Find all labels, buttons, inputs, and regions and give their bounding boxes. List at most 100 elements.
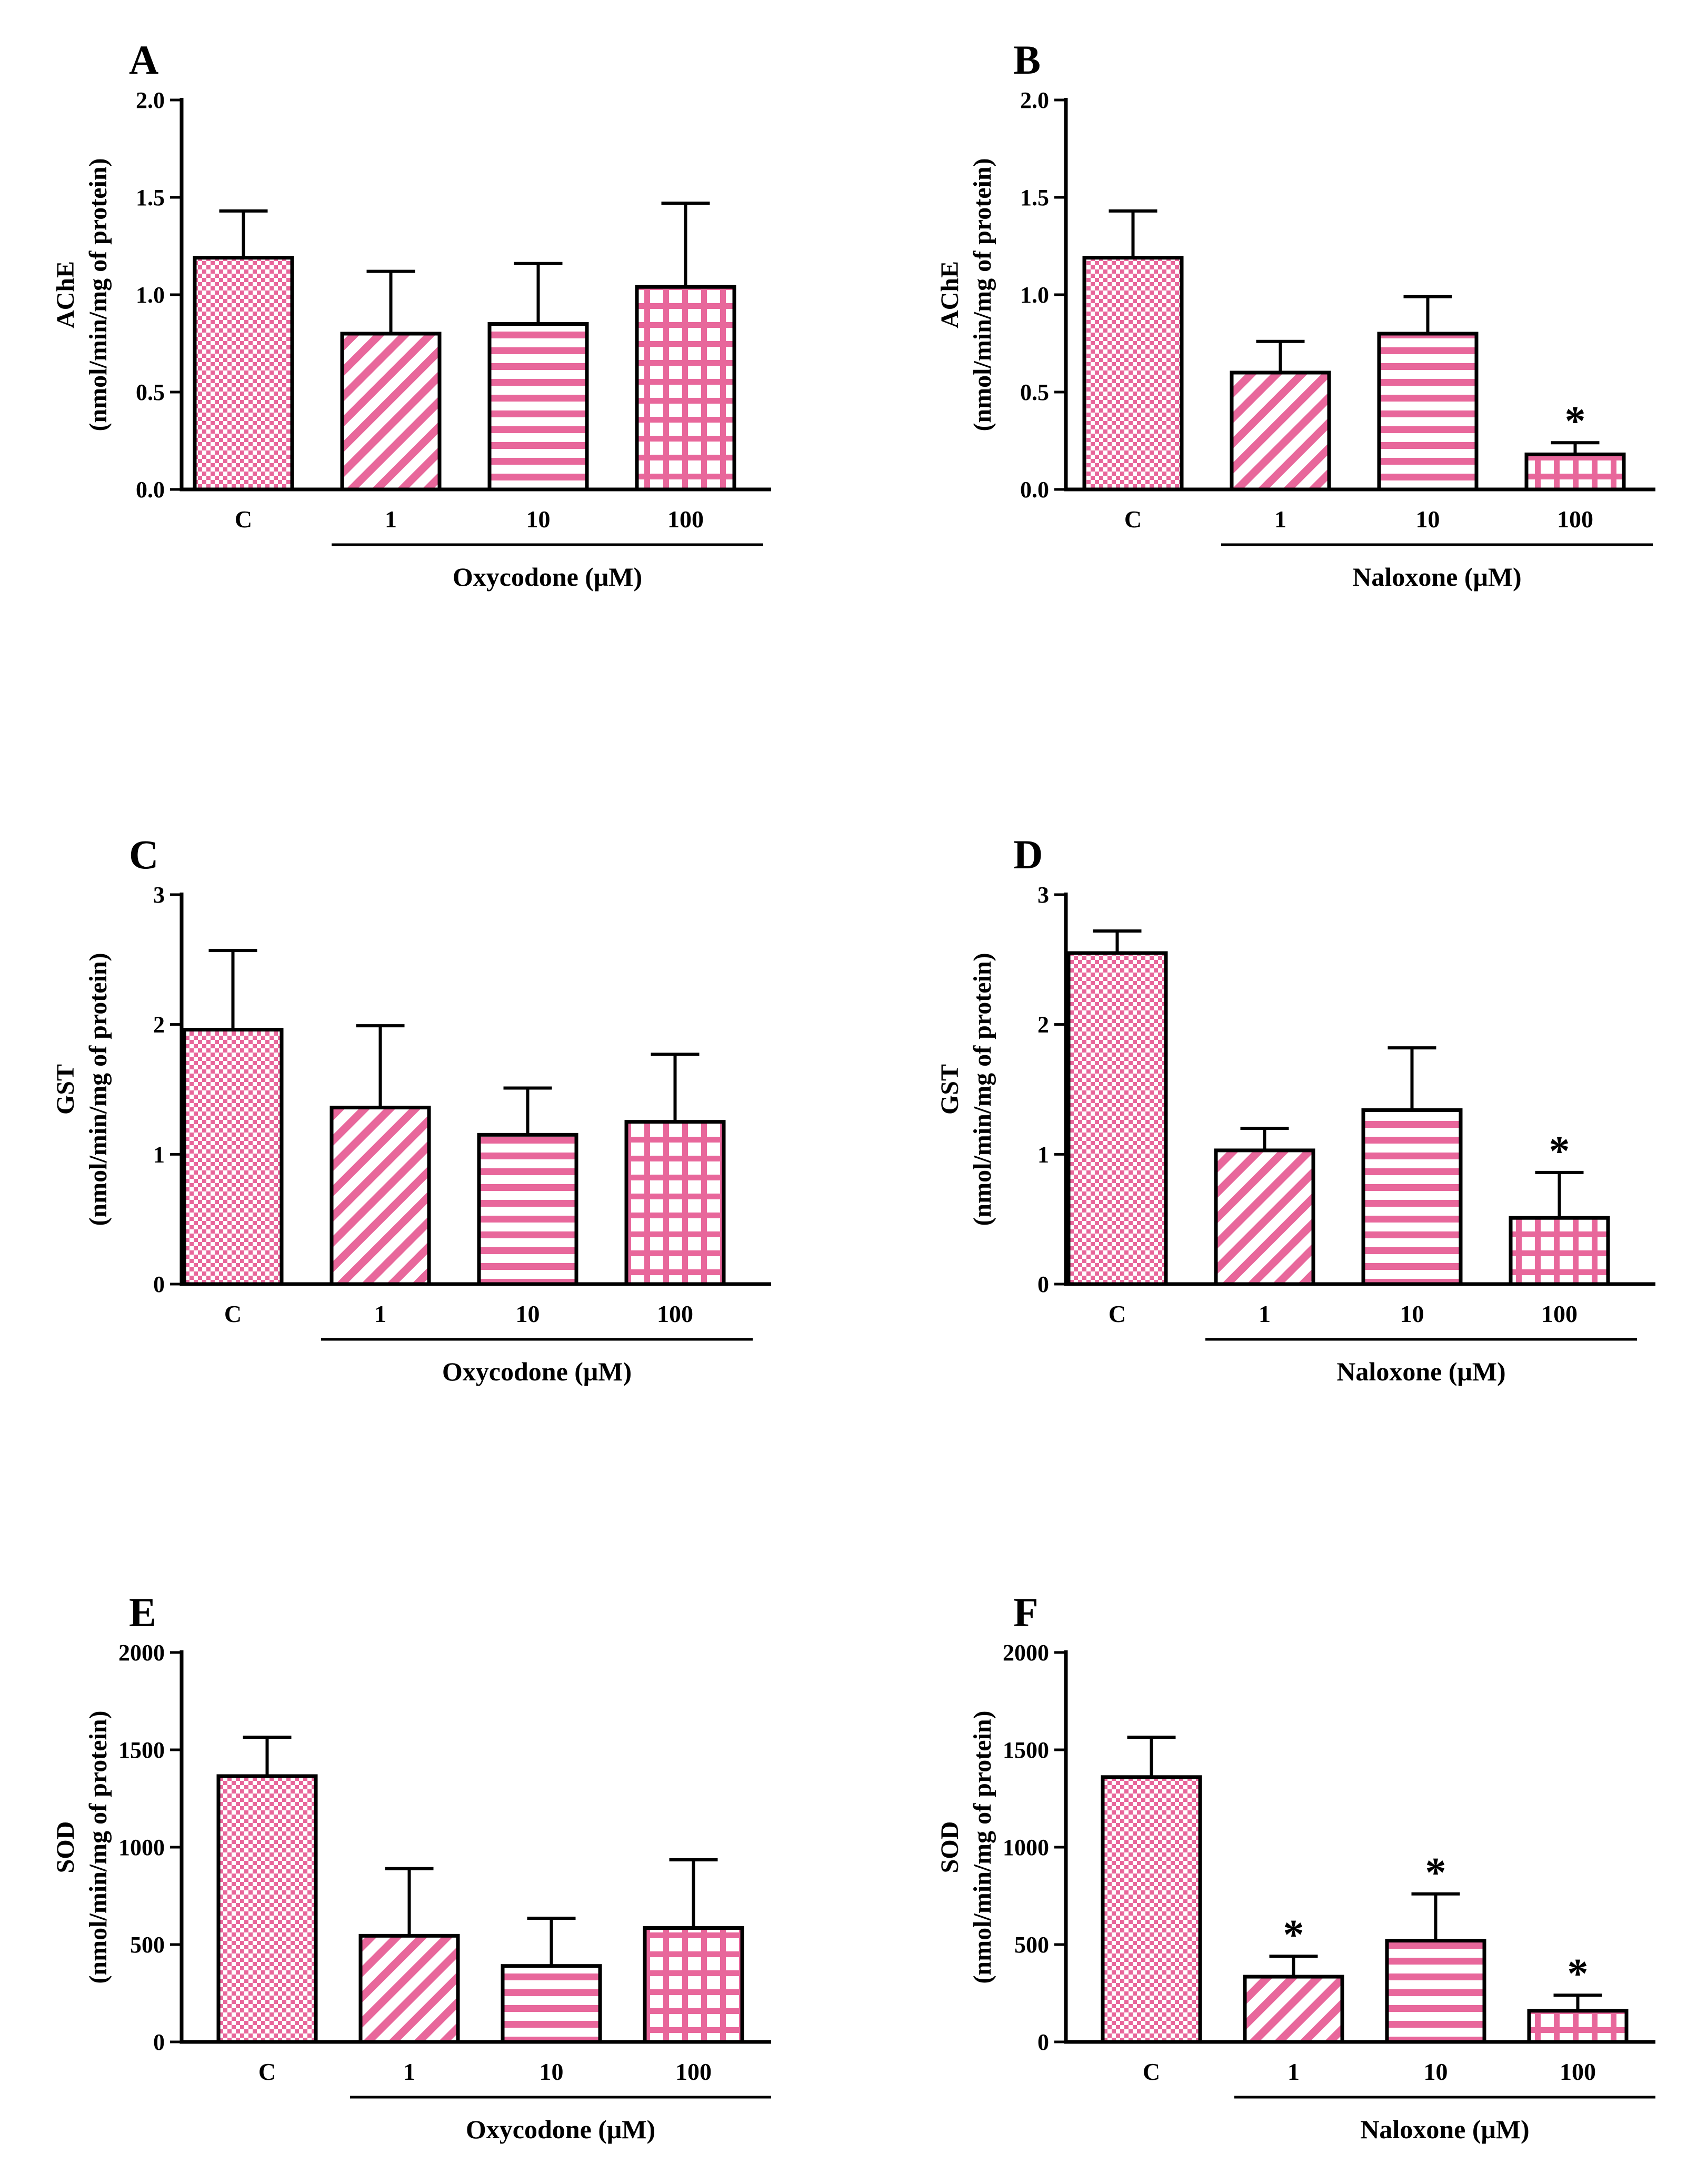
x-category-label: 1 [1274,506,1286,533]
y-axis-label-measure: GST [52,1064,79,1115]
x-category-label: C [1143,2058,1160,2085]
y-tick-label: 1000 [118,1835,165,1860]
panel-c-chart: C GST (nmol/min/mg of protein) 0 1 2 3 C 1 10 100 O… [52,831,771,1386]
y-axis-label-measure: AChE [52,261,79,328]
x-category-label: 1 [385,506,397,533]
bar-c [1101,1775,1202,2044]
x-category-label: 1 [374,1300,386,1327]
y-tick-label: 3 [153,882,165,908]
y-tick-label: 0.0 [1020,477,1049,503]
x-category-label: 1 [1287,2058,1300,2085]
x-category-label: 10 [1416,506,1440,533]
bar-100 [624,1120,726,1286]
panel-letter: D [1013,831,1043,877]
y-tick-label: 1 [1037,1141,1049,1167]
significance-star: * [1565,398,1586,445]
bar-c [216,1774,318,2044]
x-category-label: C [258,2058,276,2085]
bar-1 [1214,1148,1315,1286]
x-category-label: 10 [516,1300,540,1327]
bar-10 [1361,1108,1463,1286]
panel-letter: A [129,37,158,83]
x-category-label: C [1109,1300,1126,1327]
panel-d-chart: D GST (nmol/min/mg of protein) 0 1 2 3 C 1 10 100 *… [936,831,1655,1386]
panel-letter: E [129,1589,156,1635]
y-axis-label-measure: AChE [936,261,964,328]
bar-10 [501,1964,602,2044]
x-category-label: 100 [675,2058,712,2085]
y-axis-label-measure: SOD [52,1821,79,1874]
bar-1 [340,332,442,492]
y-tick-label: 2000 [1003,1640,1049,1666]
bar-1 [1230,370,1331,492]
bar-10 [487,322,589,492]
y-axis-label-measure: GST [936,1064,964,1115]
bar-1 [330,1106,431,1286]
significance-star: * [1283,1912,1304,1958]
y-axis-label-measure: SOD [936,1821,964,1874]
y-tick-label: 0 [153,2029,165,2055]
x-category-label: 10 [1424,2058,1448,2085]
bar-100 [1509,1216,1610,1286]
x-category-label: C [235,506,252,533]
bar-1 [1243,1975,1344,2044]
x-category-label: 10 [526,506,551,533]
panel-letter: C [129,831,158,877]
panel-a-chart: A AChE (nmol/min/mg of protein) 0.0 0.5 1.0 1.… [52,37,771,592]
y-tick-label: 2.0 [136,87,165,113]
x-category-label: 100 [667,506,704,533]
y-tick-label: 2 [153,1012,165,1038]
bar-100 [643,1926,744,2044]
x-category-label: 100 [1557,506,1593,533]
bar-10 [477,1133,578,1286]
x-group-label: Oxycodone (μM) [466,2115,655,2144]
bar-10 [1377,332,1479,492]
y-tick-label: 0.0 [136,477,165,503]
bar-100 [1524,452,1626,492]
y-tick-label: 3 [1037,882,1049,908]
y-tick-label: 1500 [1003,1737,1049,1763]
x-category-label: C [224,1300,242,1327]
significance-star: * [1549,1128,1570,1175]
bar-100 [635,285,736,492]
bar-c [182,1028,284,1286]
panel-e-chart: E SOD (nmol/min/mg of protein) 0 500 1000 1500… [52,1589,771,2144]
y-tick-label: 0.5 [1020,379,1049,405]
y-tick-label: 2 [1037,1012,1049,1038]
x-category-label: C [1124,506,1142,533]
x-category-label: 1 [403,2058,415,2085]
y-tick-label: 1.0 [136,282,165,308]
x-group-label: Oxycodone (μM) [442,1357,632,1386]
bar-10 [1385,1939,1486,2044]
significance-star: * [1425,1850,1446,1896]
y-axis-label-unit: (nmol/min/mg of protein) [84,953,112,1226]
x-group-label: Naloxone (μM) [1360,2115,1529,2144]
x-group-label: Naloxone (μM) [1336,1357,1505,1386]
x-group-label: Oxycodone (μM) [453,562,642,592]
y-tick-label: 1.5 [1020,185,1049,211]
y-axis-label-unit: (nmol/min/mg of protein) [969,953,996,1226]
bar-c [193,256,294,492]
y-axis-label-unit: (nmol/min/mg of protein) [84,1710,112,1983]
y-tick-label: 1.0 [1020,282,1049,308]
x-category-label: 10 [1400,1300,1424,1327]
significance-star: * [1568,1951,1589,1997]
x-category-label: 10 [540,2058,564,2085]
panel-letter: B [1013,37,1041,83]
y-tick-label: 0.5 [136,379,165,405]
y-tick-label: 500 [130,1932,165,1958]
bar-100 [1527,2009,1629,2044]
y-tick-label: 0 [1037,2029,1049,2055]
panel-b-chart: B AChE (nmol/min/mg of protein) 0.0 0.5 1.0 1.… [936,37,1655,592]
x-category-label: 100 [1560,2058,1596,2085]
x-category-label: 1 [1259,1300,1271,1327]
panel-letter: F [1013,1589,1039,1635]
y-tick-label: 0 [153,1271,165,1297]
panel-f-chart: F SOD (nmol/min/mg of protein) 0 500 1000 1500… [936,1589,1655,2144]
y-tick-label: 1 [153,1141,165,1167]
bar-1 [358,1933,460,2044]
y-axis-label-unit: (nmol/min/mg of protein) [969,1710,996,1983]
x-category-label: 100 [657,1300,693,1327]
y-tick-label: 1000 [1003,1835,1049,1860]
